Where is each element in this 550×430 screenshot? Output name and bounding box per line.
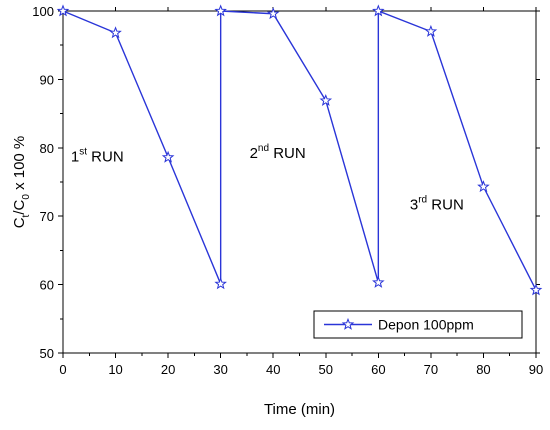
run-annotation-2-part-0: 2 (250, 145, 258, 162)
plot-border (62, 10, 537, 354)
run-annotation-2: 2nd RUN (250, 143, 306, 162)
x-tick-label-70: 70 (424, 362, 438, 377)
x-tick-label-50: 50 (319, 362, 333, 377)
y-axis-label: Ct/C0 x 100 % (11, 136, 32, 229)
y-tick-label-80: 80 (40, 141, 54, 156)
x-tick-label-40: 40 (266, 362, 280, 377)
x-axis-label: Time (min) (264, 401, 335, 418)
y-axis-label-part-1: t (21, 214, 32, 217)
x-tick-label-20: 20 (161, 362, 175, 377)
data-point-0-9 (424, 24, 438, 37)
y-axis: 50 60 70 80 90 100 (32, 4, 540, 361)
run-annotation-2-part-2: RUN (269, 145, 306, 162)
run-annotation-1-part-0: 1 (71, 148, 79, 165)
data-point-0-5 (266, 7, 280, 20)
x-tick-label-90: 90 (529, 362, 543, 377)
run-annotation-3-part-0: 3 (410, 196, 418, 213)
data-point-0-1 (109, 26, 122, 39)
y-tick-label-90: 90 (40, 72, 54, 87)
x-tick-label-60: 60 (371, 362, 385, 377)
legend: Depon 100ppm (313, 310, 523, 339)
run-annotation-3-part-1: rd (418, 194, 427, 205)
run-annotation-3-part-2: RUN (427, 196, 464, 213)
y-axis-label-part-4: x 100 % (11, 136, 28, 194)
legend-label: Depon 100ppm (378, 317, 474, 333)
x-tick-label-10: 10 (108, 362, 122, 377)
plot-frame (62, 10, 537, 354)
data-point-0-10 (477, 180, 490, 193)
x-tick-label-0: 0 (59, 362, 66, 377)
x-tick-label-30: 30 (213, 362, 227, 377)
legend-star-icon (341, 317, 355, 330)
x-axis: 0 10 20 30 40 50 60 70 80 90 (59, 7, 543, 377)
x-tick-label-80: 80 (476, 362, 490, 377)
run-annotation-1-part-1: st (79, 146, 87, 157)
y-axis-label-part-0: C (11, 217, 28, 228)
data-point-0-8 (372, 4, 385, 17)
data-point-0-4 (214, 4, 227, 17)
data-point-0-6 (319, 93, 333, 106)
data-point-0-2 (161, 150, 175, 163)
y-axis-label-part-3: 0 (21, 194, 32, 200)
run-annotation-1-part-2: RUN (87, 148, 124, 165)
data-point-0-11 (529, 283, 543, 296)
data-point-0-7 (372, 275, 385, 288)
data-point-0-3 (214, 277, 227, 290)
series-layer (56, 4, 543, 296)
run-annotation-3: 3rd RUN (410, 194, 464, 213)
y-tick-label-60: 60 (40, 278, 54, 293)
y-tick-label-100: 100 (32, 4, 54, 19)
run-annotation-2-part-1: nd (258, 143, 269, 154)
y-tick-label-70: 70 (40, 209, 54, 224)
y-axis-label-part-2: /C (11, 199, 28, 214)
run-annotation-1: 1st RUN (71, 146, 124, 165)
data-point-0-0 (56, 4, 70, 17)
series-line-0 (62, 9, 537, 291)
y-tick-label-50: 50 (40, 346, 54, 361)
